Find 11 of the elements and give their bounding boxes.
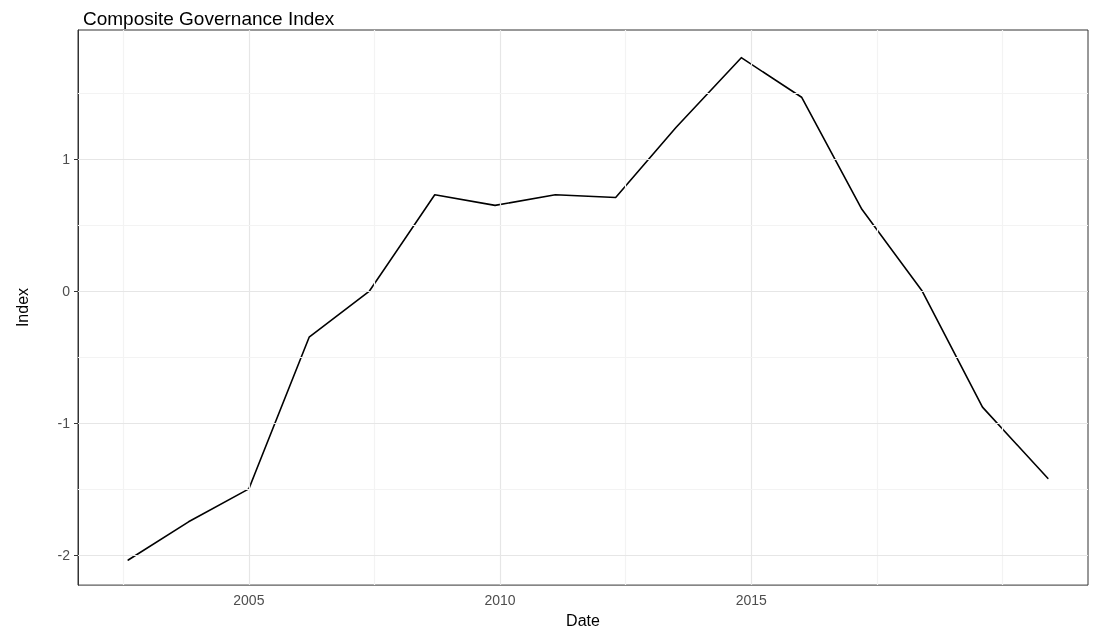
- chart-title: Composite Governance Index: [83, 8, 335, 29]
- x-axis-title: Date: [566, 611, 600, 629]
- y-tick-label: -1: [57, 414, 71, 431]
- y-tick-label: 0: [62, 283, 71, 300]
- x-tick-label: 2015: [735, 592, 768, 609]
- y-axis-title: Index: [13, 287, 31, 328]
- line-series: [127, 56, 1049, 561]
- y-tick-label: -2: [57, 546, 71, 563]
- y-tick-label: 1: [62, 151, 71, 168]
- x-tick-label: 2005: [233, 592, 265, 609]
- x-tick-label: 2010: [484, 592, 516, 609]
